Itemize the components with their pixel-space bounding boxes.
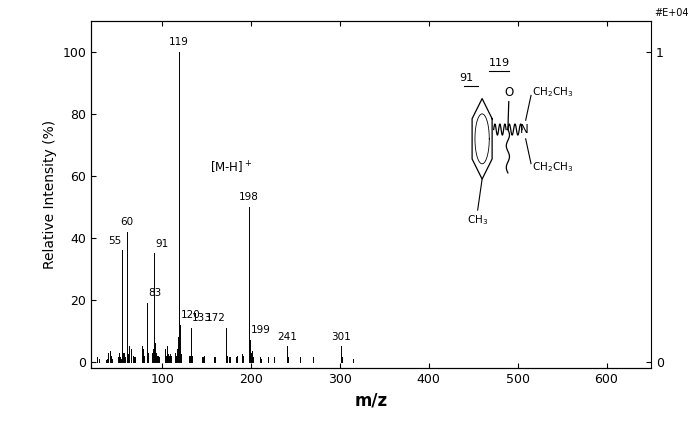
Text: 83: 83: [148, 288, 161, 298]
Text: 241: 241: [277, 332, 297, 342]
X-axis label: m/z: m/z: [354, 391, 388, 409]
Text: 172: 172: [206, 313, 225, 323]
Text: 119: 119: [169, 38, 189, 47]
Text: 133: 133: [192, 313, 212, 323]
Text: 60: 60: [120, 217, 133, 227]
Text: O: O: [504, 85, 513, 99]
Text: 119: 119: [489, 58, 510, 68]
Text: 198: 198: [239, 192, 259, 202]
Text: 91: 91: [459, 73, 474, 83]
Y-axis label: Relative Intensity (%): Relative Intensity (%): [43, 120, 57, 269]
Text: 91: 91: [155, 239, 168, 249]
Text: CH$_2$CH$_3$: CH$_2$CH$_3$: [532, 85, 573, 99]
Text: N: N: [519, 123, 528, 136]
Text: 301: 301: [331, 332, 351, 342]
Text: CH$_3$: CH$_3$: [467, 213, 489, 227]
Text: [M-H]$^+$: [M-H]$^+$: [211, 160, 253, 176]
Text: 199: 199: [251, 325, 270, 335]
Text: CH$_2$CH$_3$: CH$_2$CH$_3$: [532, 160, 573, 173]
Text: 55: 55: [108, 236, 122, 246]
Text: #E+04: #E+04: [654, 8, 688, 18]
Text: 120: 120: [181, 310, 200, 320]
